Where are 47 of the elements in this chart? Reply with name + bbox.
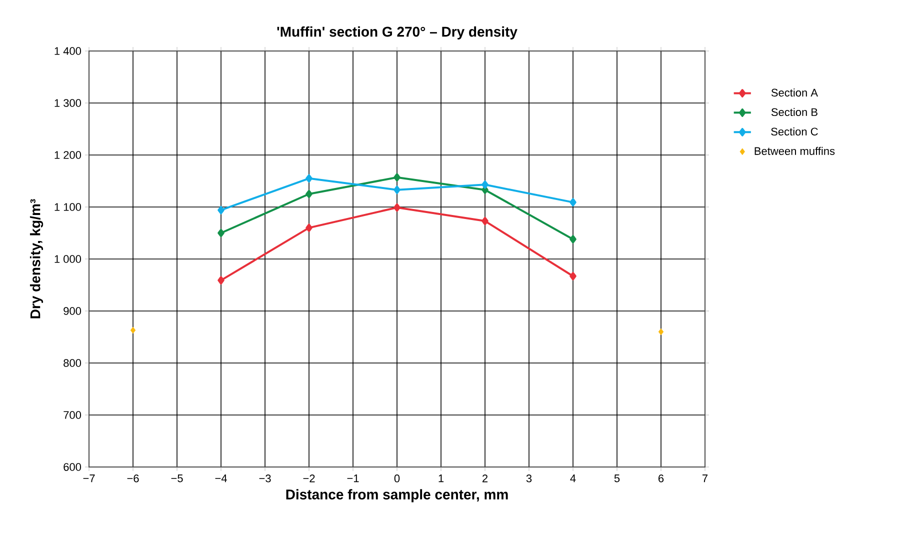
point xyxy=(394,186,400,194)
x-tick-label: −1 xyxy=(347,474,359,482)
legend-label: Section A xyxy=(771,88,818,97)
x-tick-label: 6 xyxy=(658,474,664,482)
x-tick-label: 2 xyxy=(482,474,488,482)
point xyxy=(130,326,136,334)
y-tick-label: 1 400 xyxy=(54,47,82,55)
y-tick-label: 1 200 xyxy=(54,151,82,159)
point xyxy=(218,228,224,238)
point xyxy=(306,174,312,183)
x-tick-label: −6 xyxy=(127,474,139,482)
x-tick-label: −2 xyxy=(303,474,315,482)
point xyxy=(218,206,224,214)
x-axis-title: Distance from sample center, mm xyxy=(286,489,508,502)
x-tick-label: 4 xyxy=(570,474,576,482)
y-tick-label: 600 xyxy=(64,463,82,471)
x-tick-label: −3 xyxy=(259,474,271,482)
chart-title: 'Muffin' section G 270° – Dry density xyxy=(277,26,518,40)
y-tick-label: 800 xyxy=(64,359,82,367)
legend-label: Section C xyxy=(771,127,818,136)
x-tick-label: −4 xyxy=(215,474,227,482)
point xyxy=(482,216,488,226)
point xyxy=(658,328,664,336)
x-tick-label: −7 xyxy=(83,474,95,482)
point xyxy=(394,203,400,212)
y-tick-label: 900 xyxy=(64,307,82,315)
x-tick-label: 3 xyxy=(526,474,532,482)
point xyxy=(570,235,576,244)
y-tick-label: 700 xyxy=(64,411,82,419)
x-tick-label: 1 xyxy=(438,474,444,482)
point xyxy=(394,173,400,182)
legend-label: Section B xyxy=(771,108,818,116)
legend-label: Between muffins xyxy=(754,146,835,155)
y-tick-label: 1 000 xyxy=(54,255,82,263)
point xyxy=(306,190,312,198)
x-tick-label: 0 xyxy=(394,474,400,482)
point xyxy=(570,272,576,280)
x-tick-label: −5 xyxy=(171,474,183,482)
y-axis-title: Dry density, kg/m³ xyxy=(30,199,44,318)
y-tick-label: 1 300 xyxy=(54,99,82,107)
point xyxy=(218,276,224,285)
point xyxy=(306,224,312,232)
point xyxy=(570,198,576,207)
x-tick-label: 7 xyxy=(702,474,708,482)
x-tick-label: 5 xyxy=(614,474,620,482)
point xyxy=(482,180,488,189)
y-tick-label: 1 100 xyxy=(54,203,82,211)
